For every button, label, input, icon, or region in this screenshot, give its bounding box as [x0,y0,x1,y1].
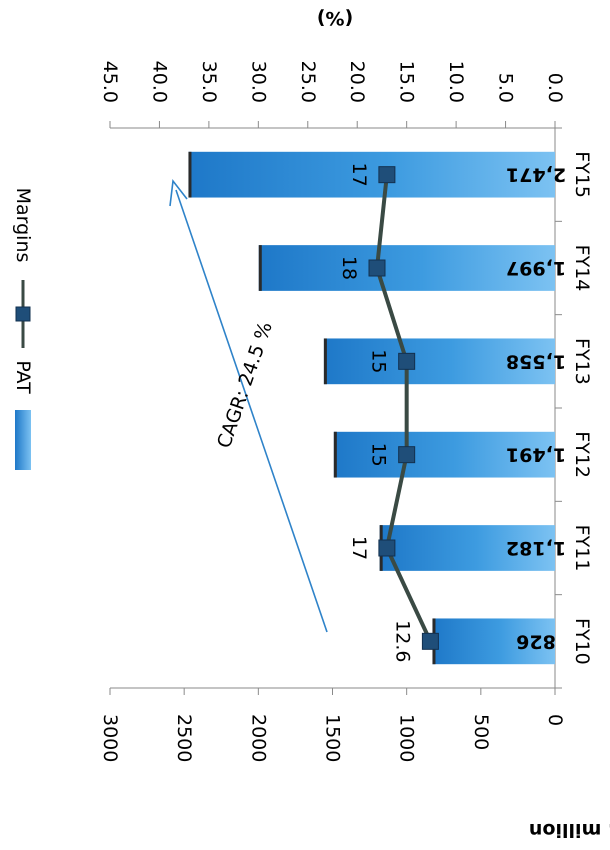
margins-marker [421,632,439,650]
pat-bar [258,245,555,291]
pat-data-label: 1,558 [506,350,566,372]
margins-data-label: 17 [348,163,370,187]
primary-tick-label: 3000 [99,714,121,762]
margins-data-label: 15 [368,443,390,467]
pat-bar-edge [258,245,262,291]
legend-margins-marker [15,306,31,322]
legend-pat-label: PAT [12,360,34,394]
secondary-tick-label: 10.0 [445,61,467,103]
secondary-axis-title: (%) [317,7,353,29]
pat-bar [323,338,555,385]
margins-marker [398,352,416,370]
pat-bar [188,151,556,198]
cagr-arrow-line [175,189,328,633]
pat-bar [333,431,555,478]
primary-tick-label: 0 [544,714,566,726]
secondary-tick-label: 45.0 [99,61,121,103]
category-tick-label: FY11 [571,525,593,572]
secondary-tick-label: 0.0 [544,73,566,103]
category-tick-label: FY15 [571,151,593,198]
secondary-tick-label: 25.0 [297,61,319,103]
plot-area: FY10 FY11 FY12 FY13 FY14 FY15 0 500 1000 1500 2000… [12,7,610,841]
legend-margins-label: Margins [12,188,34,263]
margins-marker [398,446,416,464]
primary-axis-title: Rs. million [529,819,610,841]
pat-data-label: 2,471 [506,164,566,186]
margins-data-label: 15 [368,349,390,373]
pat-data-label: 1,491 [506,444,566,466]
margins-data-label: 18 [338,256,360,280]
pat-data-label: 1,997 [506,257,566,279]
secondary-tick-label: 5.0 [495,73,517,103]
pat-data-label: 826 [516,630,556,652]
margins-data-label: 17 [348,536,370,560]
cagr-arrow-head [169,178,188,207]
category-tick-label: FY12 [571,431,593,478]
margins-line [375,174,433,643]
pat-bar [432,618,555,665]
category-tick-label: FY14 [571,245,593,292]
legend-pat-swatch [15,410,31,470]
margins-data-label: 12.6 [391,620,413,662]
primary-tick-label: 500 [470,714,492,750]
category-tick-label: FY13 [571,338,593,385]
pat-bar-edge [188,151,192,198]
primary-tick-label: 2000 [247,714,269,762]
secondary-tick-label: 20.0 [346,61,368,103]
pat-bar [379,525,555,571]
primary-tick-label: 1000 [396,714,418,762]
margins-marker [368,259,386,277]
pat-bar-edge [333,431,337,478]
secondary-tick-label: 35.0 [198,61,220,103]
secondary-tick-label: 30.0 [247,61,269,103]
margins-marker [378,539,396,557]
primary-tick-label: 2500 [173,714,195,762]
primary-tick-label: 1500 [322,714,344,762]
pat-data-label: 1,182 [506,537,566,559]
secondary-tick-label: 40.0 [148,61,170,103]
margins-marker [378,166,396,184]
cagr-annotation: CAGR: 24.5 % [213,319,277,451]
category-tick-label: FY10 [571,618,593,665]
secondary-tick-label: 15.0 [396,61,418,103]
pat-bar-edge [323,338,327,385]
